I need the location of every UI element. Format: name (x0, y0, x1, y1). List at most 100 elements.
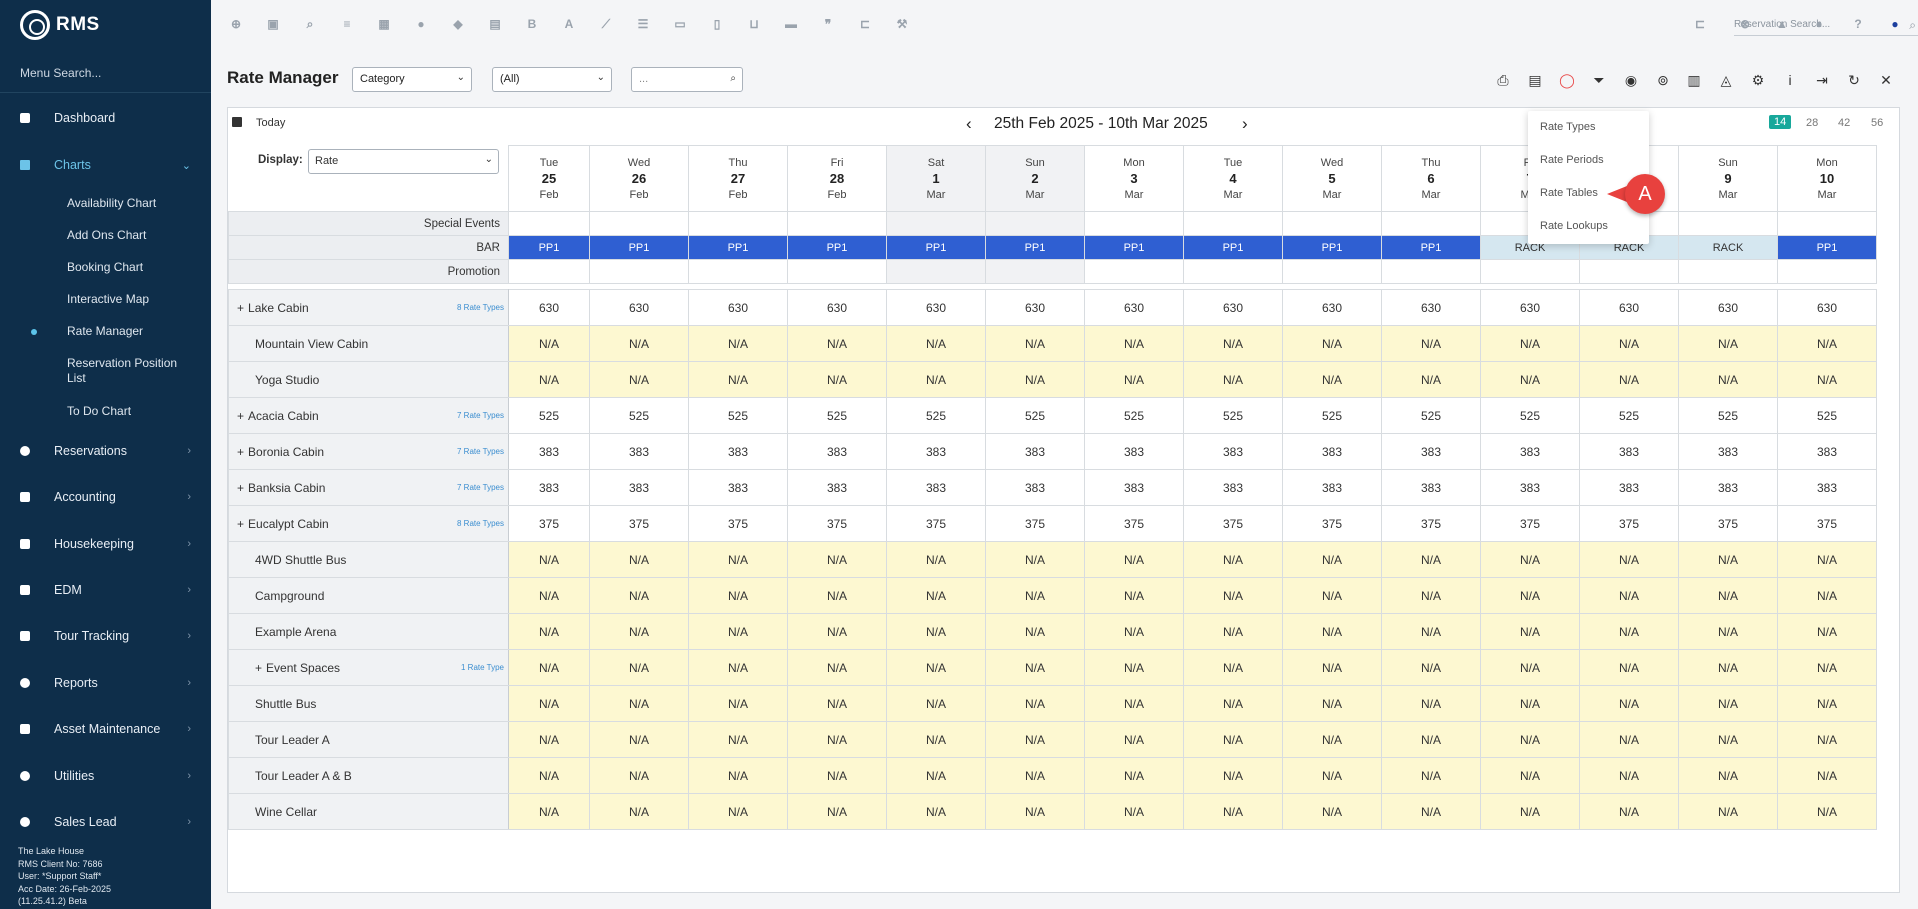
search-icon[interactable]: ⌕ (306, 17, 314, 31)
category-name-cell[interactable]: + Event Spaces 1 Rate Type (228, 649, 509, 686)
rate-cell[interactable]: N/A (787, 721, 887, 758)
rate-cell[interactable]: 525 (985, 397, 1085, 434)
rate-cell[interactable]: 525 (886, 397, 986, 434)
globe-icon[interactable]: ⊗ (1739, 17, 1751, 31)
span-56-button[interactable]: 56 (1871, 117, 1884, 129)
rate-cell[interactable]: N/A (1183, 721, 1283, 758)
rate-cell[interactable]: N/A (1579, 757, 1679, 794)
date-header-cell[interactable]: Wed 5 Mar (1282, 145, 1382, 212)
rate-cell[interactable]: N/A (688, 613, 788, 650)
category-name-cell[interactable]: Mountain View Cabin (228, 325, 509, 362)
text-a-icon[interactable]: A (564, 17, 574, 31)
category-name-cell[interactable]: + Lake Cabin 8 Rate Types (228, 289, 509, 326)
bar-cell[interactable]: PP1 (1084, 235, 1184, 260)
rate-cell[interactable]: N/A (508, 541, 590, 578)
menu-item-rate-tables[interactable]: Rate Tables (1540, 187, 1598, 199)
special-events-cell[interactable] (589, 211, 689, 236)
rate-cell[interactable]: N/A (985, 325, 1085, 362)
rate-cell[interactable]: 525 (1678, 397, 1778, 434)
rate-cell[interactable]: 630 (985, 289, 1085, 326)
rate-cell[interactable]: 383 (1579, 469, 1679, 506)
rate-cell[interactable]: N/A (1381, 721, 1481, 758)
rate-cell[interactable]: 525 (787, 397, 887, 434)
rate-cell[interactable]: N/A (688, 685, 788, 722)
rate-cell[interactable]: N/A (1678, 793, 1778, 830)
rate-cell[interactable]: 525 (1282, 397, 1382, 434)
rate-cell[interactable]: N/A (1480, 757, 1580, 794)
rate-cell[interactable]: N/A (508, 613, 590, 650)
rate-cell[interactable]: N/A (1480, 325, 1580, 362)
chat-icon[interactable]: ● (1815, 17, 1823, 31)
rate-cell[interactable]: N/A (1777, 757, 1877, 794)
rate-cell[interactable]: N/A (985, 541, 1085, 578)
rate-cell[interactable]: 383 (1381, 469, 1481, 506)
rate-cell[interactable]: 383 (1480, 469, 1580, 506)
span-14-button[interactable]: 14 (1769, 115, 1792, 129)
category-select[interactable]: Category ⌄ (352, 67, 472, 92)
rate-cell[interactable]: N/A (985, 793, 1085, 830)
rate-types-link[interactable]: 7 Rate Types (457, 411, 504, 420)
menu-item-rate-periods[interactable]: Rate Periods (1540, 154, 1604, 166)
sidebar-item-reports[interactable]: Reports › (0, 667, 211, 699)
rate-cell[interactable]: 630 (886, 289, 986, 326)
rate-cell[interactable]: N/A (1282, 325, 1382, 362)
menu-item-rate-types[interactable]: Rate Types (1540, 121, 1596, 133)
grid-icon[interactable]: ▦ (378, 17, 390, 31)
bar-cell[interactable]: PP1 (787, 235, 887, 260)
rate-cell[interactable]: 630 (508, 289, 590, 326)
rate-cell[interactable]: N/A (1678, 361, 1778, 398)
rate-cell[interactable]: N/A (589, 721, 689, 758)
rate-cell[interactable]: N/A (1282, 757, 1382, 794)
rate-cell[interactable]: 383 (985, 469, 1085, 506)
rate-cell[interactable]: 383 (508, 433, 590, 470)
rate-cell[interactable]: N/A (985, 685, 1085, 722)
promotion-cell[interactable] (508, 259, 590, 284)
special-events-cell[interactable] (1777, 211, 1877, 236)
rate-cell[interactable]: 525 (1480, 397, 1580, 434)
rate-cell[interactable]: 525 (1084, 397, 1184, 434)
category-name-cell[interactable]: + Eucalypt Cabin 8 Rate Types (228, 505, 509, 542)
sidebar-sub-to-do-chart[interactable]: To Do Chart (67, 404, 132, 418)
rate-cell[interactable]: 375 (688, 505, 788, 542)
rate-cell[interactable]: N/A (1084, 577, 1184, 614)
promotion-cell[interactable] (886, 259, 986, 284)
promotion-cell[interactable] (1084, 259, 1184, 284)
rate-cell[interactable]: N/A (1777, 577, 1877, 614)
rate-cell[interactable]: N/A (787, 757, 887, 794)
rate-cell[interactable]: N/A (985, 577, 1085, 614)
rate-cell[interactable]: 383 (1183, 469, 1283, 506)
promotion-cell[interactable] (1678, 259, 1778, 284)
rate-cell[interactable]: N/A (985, 721, 1085, 758)
rate-cell[interactable]: N/A (787, 613, 887, 650)
filter-all-select[interactable]: (All) ⌄ (492, 67, 612, 92)
rate-cell[interactable]: 383 (1678, 433, 1778, 470)
rate-cell[interactable]: N/A (787, 361, 887, 398)
rate-cell[interactable]: 383 (1084, 469, 1184, 506)
rate-cell[interactable]: N/A (1579, 577, 1679, 614)
rate-cell[interactable]: N/A (886, 361, 986, 398)
category-name-cell[interactable]: Tour Leader A (228, 721, 509, 758)
quote-icon[interactable]: ❞ (824, 17, 832, 31)
rate-cell[interactable]: 383 (589, 433, 689, 470)
rate-cell[interactable]: 383 (688, 469, 788, 506)
rate-cell[interactable]: N/A (1579, 613, 1679, 650)
rate-cell[interactable]: N/A (1480, 613, 1580, 650)
rate-cell[interactable]: N/A (1183, 649, 1283, 686)
rate-cell[interactable]: N/A (1678, 685, 1778, 722)
date-header-cell[interactable]: Tue 25 Feb (508, 145, 590, 212)
sidebar-item-dashboard[interactable]: Dashboard (0, 102, 211, 134)
rate-cell[interactable]: N/A (886, 577, 986, 614)
rate-cell[interactable]: 375 (787, 505, 887, 542)
rate-cell[interactable]: N/A (1084, 793, 1184, 830)
rate-cell[interactable]: N/A (1480, 685, 1580, 722)
rate-cell[interactable]: N/A (1282, 685, 1382, 722)
wrench-icon[interactable]: ⚒ (896, 17, 908, 31)
special-events-cell[interactable] (985, 211, 1085, 236)
rate-types-link[interactable]: 1 Rate Type (461, 663, 504, 672)
rate-cell[interactable]: 375 (1480, 505, 1580, 542)
date-header-cell[interactable]: Sun 9 Mar (1678, 145, 1778, 212)
user-icon[interactable]: ● (1891, 17, 1899, 31)
promotion-cell[interactable] (787, 259, 887, 284)
span-42-button[interactable]: 42 (1838, 117, 1851, 129)
rate-cell[interactable]: 383 (1777, 469, 1877, 506)
